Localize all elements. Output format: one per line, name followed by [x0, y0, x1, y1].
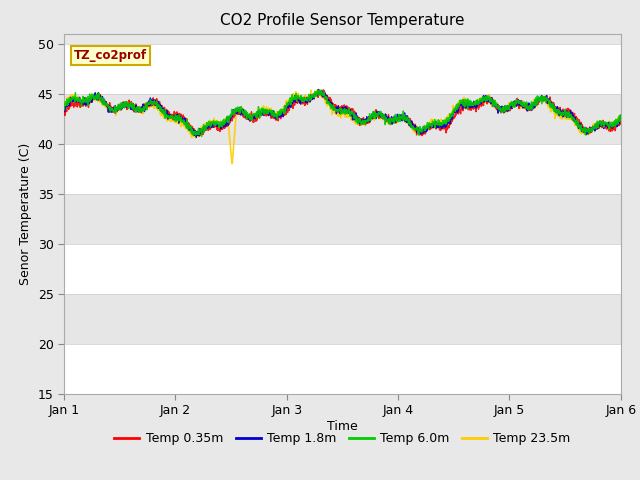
Bar	[64, 94, 621, 144]
Bar	[64, 193, 621, 243]
Bar	[64, 144, 621, 193]
Text: TZ_co2prof: TZ_co2prof	[74, 49, 147, 62]
Bar	[64, 294, 621, 344]
Bar	[64, 44, 621, 94]
Y-axis label: Senor Temperature (C): Senor Temperature (C)	[19, 143, 32, 285]
Legend: Temp 0.35m, Temp 1.8m, Temp 6.0m, Temp 23.5m: Temp 0.35m, Temp 1.8m, Temp 6.0m, Temp 2…	[109, 427, 575, 450]
Bar	[64, 344, 621, 394]
Title: CO2 Profile Sensor Temperature: CO2 Profile Sensor Temperature	[220, 13, 465, 28]
X-axis label: Time: Time	[327, 420, 358, 433]
Bar	[64, 243, 621, 294]
